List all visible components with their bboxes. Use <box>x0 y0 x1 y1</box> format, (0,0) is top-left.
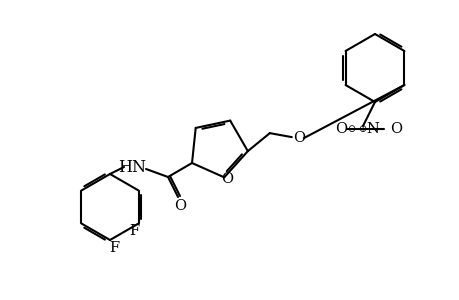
Text: O: O <box>221 172 233 186</box>
Text: O: O <box>292 131 304 145</box>
Text: N: N <box>366 122 379 136</box>
Text: F: F <box>109 241 119 255</box>
Text: O: O <box>389 122 401 136</box>
Text: O: O <box>334 122 346 136</box>
Text: HN: HN <box>118 158 146 176</box>
Text: O: O <box>174 199 186 213</box>
Text: F: F <box>129 224 140 239</box>
Text: $\oplus$: $\oplus$ <box>358 124 367 134</box>
Text: $\ominus$: $\ominus$ <box>347 124 356 134</box>
